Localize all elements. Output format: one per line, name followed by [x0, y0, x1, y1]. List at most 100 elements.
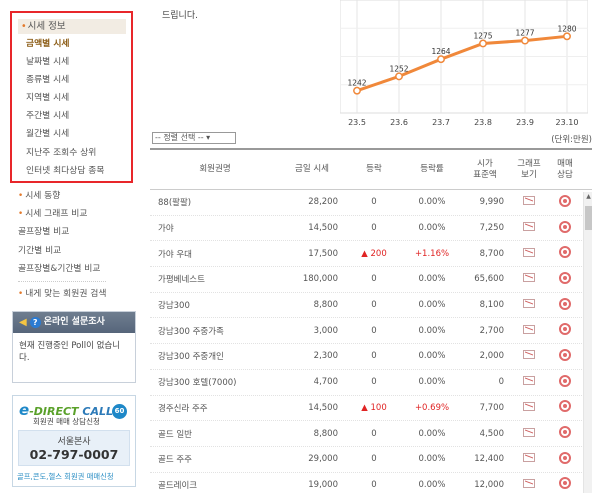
- table-row[interactable]: 가야 14,500 0 0.00% 7,250: [150, 216, 592, 242]
- row-name[interactable]: 가평베네스트: [158, 275, 205, 286]
- graph-icon[interactable]: [523, 350, 535, 360]
- consult-icon[interactable]: [559, 297, 571, 310]
- menu-item[interactable]: 인터넷 최다상담 종목: [26, 165, 105, 176]
- consult-icon[interactable]: [559, 400, 571, 413]
- row-name[interactable]: 가야 우대: [158, 249, 192, 260]
- period-select[interactable]: -- 정렬 선택 -- ▾: [152, 132, 236, 144]
- row-price: 17,500: [308, 248, 338, 259]
- table-row[interactable]: 강남300 주중가족 3,000 0 0.00% 2,700: [150, 318, 592, 345]
- sub-menu-item[interactable]: • 내게 맞는 회원권 검색: [18, 280, 107, 299]
- row-change: 0: [371, 300, 377, 311]
- consult-icon[interactable]: [559, 271, 571, 284]
- menu-title[interactable]: •시세 정보: [18, 19, 126, 34]
- row-name[interactable]: 경주신라 주주: [158, 403, 208, 414]
- header-price[interactable]: 금일 시세: [295, 164, 329, 174]
- table-row[interactable]: 가평베네스트 180,000 0 0.00% 65,600: [150, 267, 592, 293]
- header-trade: 매매 상담: [557, 158, 573, 180]
- consult-icon[interactable]: [559, 374, 571, 387]
- consult-icon[interactable]: [559, 348, 571, 361]
- consult-icon[interactable]: [559, 246, 571, 259]
- sub-menu-item[interactable]: • 시세 그래프 비교: [18, 205, 106, 223]
- data-label: 1252: [389, 64, 408, 73]
- header-graph: 그래프 보기: [517, 158, 541, 180]
- row-name[interactable]: 골드레이크: [158, 480, 198, 491]
- graph-cell: [510, 453, 548, 465]
- header-rate[interactable]: 등락률: [420, 164, 444, 174]
- table-row[interactable]: 강남300 호텔(7000) 4,700 0 0.00% 0: [150, 370, 592, 396]
- header-tax[interactable]: 시가 표준액: [473, 158, 497, 180]
- scroll-up-icon[interactable]: ▲: [586, 193, 591, 200]
- graph-icon[interactable]: [523, 222, 535, 232]
- menu-item[interactable]: 금액별 시세: [26, 39, 70, 49]
- graph-icon[interactable]: [523, 273, 535, 283]
- direct-call-banner[interactable]: e-DIRECT CALL 60 회원권 매매 상담신청 서울본사 02-797…: [12, 395, 136, 487]
- graph-icon[interactable]: [523, 324, 535, 334]
- row-name[interactable]: 강남300: [158, 301, 190, 312]
- menu-item[interactable]: 종류별 시세: [26, 75, 70, 86]
- graph-icon[interactable]: [523, 247, 535, 257]
- row-name[interactable]: 골드 주주: [158, 455, 192, 466]
- row-price: 14,500: [308, 223, 338, 234]
- data-label: 1277: [515, 29, 534, 38]
- graph-cell: [510, 247, 548, 260]
- row-name[interactable]: 골드 일반: [158, 429, 192, 440]
- consult-icon[interactable]: [559, 426, 571, 439]
- table-row[interactable]: 경주신라 주주 14,500 ▲ 100 +0.69% 7,700: [150, 396, 592, 422]
- graph-icon[interactable]: [523, 427, 535, 437]
- menu-item[interactable]: 지역별 시세: [26, 93, 70, 104]
- table-row[interactable]: 골드 주주 29,000 0 0.00% 12,400: [150, 447, 592, 473]
- sub-menu-item[interactable]: • 시세 동향: [18, 187, 106, 205]
- menu-item[interactable]: 날짜별 시세: [26, 57, 70, 68]
- x-tick-label: 23.7: [432, 118, 450, 127]
- sub-menu-item[interactable]: 골프장별 비교: [18, 223, 106, 241]
- consult-icon[interactable]: [559, 194, 571, 207]
- row-name[interactable]: 88(팔팔): [158, 198, 192, 209]
- graph-icon[interactable]: [523, 478, 535, 488]
- sub-menu-item[interactable]: 기간별 비교: [18, 242, 106, 260]
- row-tax: 7,250: [479, 223, 504, 234]
- row-price: 3,000: [313, 325, 338, 336]
- table-row[interactable]: 골드레이크 19,000 0 0.00% 12,000: [150, 473, 592, 493]
- survey-title: 온라인 설문조사: [43, 317, 105, 327]
- consult-icon[interactable]: [559, 477, 571, 490]
- table-row[interactable]: 88(팔팔) 28,200 0 0.00% 9,990: [150, 190, 592, 216]
- row-tax: 9,990: [479, 197, 504, 208]
- table-row[interactable]: 강남300 주중개인 2,300 0 0.00% 2,000: [150, 344, 592, 370]
- unit-label: (단위:만원): [551, 135, 592, 145]
- table-row[interactable]: 골드 일반 8,800 0 0.00% 4,500: [150, 421, 592, 447]
- table-scrollbar[interactable]: ▲: [583, 192, 592, 493]
- direct-call-logo: e-DIRECT CALL: [19, 401, 113, 419]
- graph-icon[interactable]: [523, 453, 535, 463]
- table-row[interactable]: 가야 우대 17,500 ▲ 200 +1.16% 8,700: [150, 241, 592, 268]
- graph-icon[interactable]: [523, 196, 535, 206]
- trade-cell: [548, 451, 582, 467]
- direct-call-footer[interactable]: 골프,콘도,헬스 회원권 매매신청: [17, 472, 114, 481]
- graph-icon[interactable]: [523, 376, 535, 386]
- row-name[interactable]: 강남300 호텔(7000): [158, 378, 237, 389]
- graph-icon[interactable]: [523, 401, 535, 411]
- sub-menu-item[interactable]: 골프장별&기간별 비교: [18, 260, 106, 278]
- row-tax: 4,500: [479, 428, 504, 439]
- graph-icon[interactable]: [523, 299, 535, 309]
- menu-item[interactable]: 주간별 시세: [26, 111, 70, 122]
- menu-item[interactable]: 월간별 시세: [26, 129, 70, 140]
- header-name[interactable]: 회원권명: [199, 164, 231, 174]
- row-tax: 8,100: [479, 300, 504, 311]
- header-change[interactable]: 등락: [366, 164, 382, 174]
- table-row[interactable]: 강남300 8,800 0 0.00% 8,100: [150, 293, 592, 319]
- x-tick-label: 23.6: [390, 118, 408, 127]
- row-name[interactable]: 강남300 주중개인: [158, 352, 224, 363]
- scroll-thumb[interactable]: [585, 206, 592, 230]
- consult-icon[interactable]: [559, 451, 571, 464]
- trade-cell: [548, 194, 582, 210]
- consult-icon[interactable]: [559, 323, 571, 336]
- consult-icon[interactable]: [559, 220, 571, 233]
- sub-menu-list: • 시세 동향 • 시세 그래프 비교 골프장별 비교 기간별 비교 골프장별&기간별 비교…: [18, 187, 107, 299]
- data-label: 1242: [347, 79, 366, 88]
- data-point: [395, 72, 403, 81]
- row-name[interactable]: 강남300 주중가족: [158, 326, 224, 337]
- menu-item[interactable]: 지난주 조회수 상위: [26, 147, 97, 158]
- row-name[interactable]: 가야: [158, 224, 174, 235]
